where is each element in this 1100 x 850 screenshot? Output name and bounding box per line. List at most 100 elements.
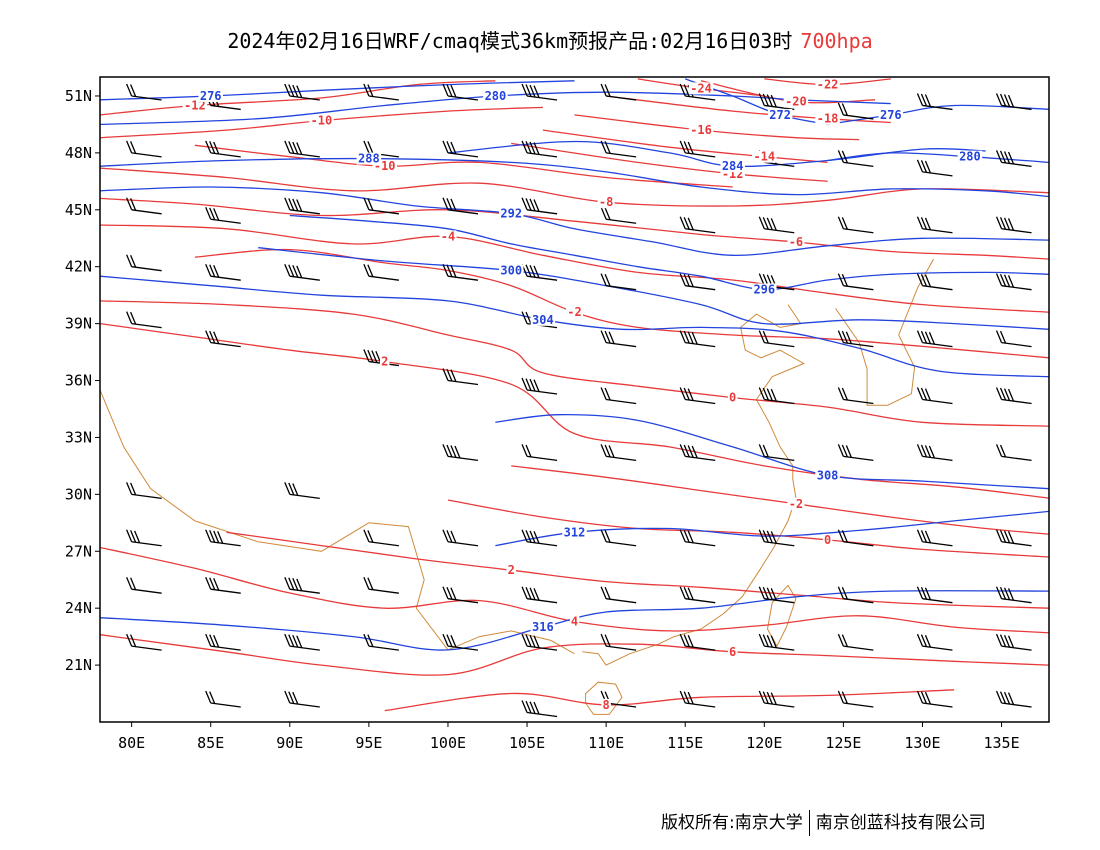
temperature-contour-label: 2 (381, 355, 388, 369)
wind-barb (758, 93, 795, 111)
temperature-contour-label-bg (569, 615, 580, 628)
wind-barb (363, 633, 399, 651)
height-contour-label-bg (878, 108, 904, 121)
height-contour-label-bg (483, 89, 508, 102)
lat-label: 27N (65, 542, 92, 560)
wind-barb (442, 263, 479, 281)
wind-barb (442, 368, 479, 386)
title-main: 2024年02月16日WRF/cmaq模式36km预报产品:02月16日03时 (227, 29, 793, 53)
wind-barb (837, 633, 874, 651)
wind-barb (758, 586, 795, 604)
height-contour-label: 288 (358, 152, 380, 166)
temperature-contour-label-bg (787, 497, 805, 510)
height-contour-label: 284 (722, 159, 744, 173)
temperature-contour (100, 224, 1049, 313)
lon-label: 95E (355, 734, 382, 752)
wind-barb (679, 690, 716, 708)
wind-barb (916, 586, 953, 604)
lat-label: 39N (65, 315, 92, 333)
temperature-contour-label: -14 (753, 150, 775, 164)
wind-barb (995, 586, 1032, 604)
height-contour (495, 413, 1049, 490)
wind-barb (916, 330, 953, 348)
lat-label: 24N (65, 599, 92, 617)
wind-barb (600, 586, 637, 604)
wind-barb (995, 633, 1032, 651)
wind-barb (126, 197, 162, 215)
height-contour-label-bg (562, 526, 587, 539)
wind-barb (442, 633, 479, 651)
wind-barb (916, 216, 953, 234)
temperature-contour-label-bg (506, 564, 516, 577)
wind-barb (205, 690, 241, 708)
height-contour (100, 186, 1049, 256)
height-contour (258, 247, 1049, 330)
temperature-contour-label-bg (601, 698, 611, 711)
taiwan-outline (766, 584, 797, 648)
temperature-contour-label-bg (815, 112, 840, 125)
coastline (582, 304, 805, 666)
wind-barb (679, 216, 716, 234)
temperature-contour-label-bg (309, 114, 334, 127)
wind-barb (126, 576, 162, 594)
lon-label: 120E (746, 734, 782, 752)
height-contour-label-bg (530, 313, 556, 326)
temperature-contour-label: -4 (441, 229, 455, 243)
wind-barb (600, 444, 637, 462)
wind-barb (837, 102, 874, 120)
wind-barb (442, 586, 479, 604)
wind-barb (837, 330, 874, 348)
height-contour-label-bg (957, 150, 983, 163)
wind-barb (995, 150, 1032, 168)
temperature-contour (511, 142, 828, 182)
height-contour-label-bg (752, 283, 777, 296)
wind-barb (995, 273, 1032, 291)
wind-barb (205, 140, 241, 158)
plot-area: -22-20-24-12-10 -18-16-14-12-10-8-6-4-202… (100, 78, 1049, 718)
wind-barb (916, 529, 953, 547)
temperature-contour (100, 300, 1049, 427)
temperature-contour-label-bg (597, 196, 615, 209)
lon-label: 115E (667, 734, 703, 752)
wind-barb (363, 263, 399, 281)
wind-barb (600, 529, 637, 547)
lat-label: 33N (65, 428, 92, 446)
wind-barb (284, 140, 320, 158)
height-contour-label: 296 (753, 282, 775, 296)
wind-barb (205, 633, 241, 651)
wind-barb (442, 83, 479, 101)
height-contour-label: 272 (769, 108, 791, 122)
lat-label: 42N (65, 258, 92, 276)
temperature-contour-label-bg (727, 391, 738, 404)
wind-barb (758, 216, 795, 234)
wind-barb (521, 140, 558, 158)
height-contour-label: 316 (532, 620, 554, 634)
wind-barb (521, 83, 558, 101)
height-contour-label-bg (767, 108, 793, 121)
wind-barb (205, 330, 241, 348)
wind-barb (521, 377, 558, 395)
temperature-contour-label-bg (379, 355, 390, 368)
wind-barb (758, 529, 795, 547)
temperature-contour-label: -2 (567, 305, 581, 319)
wind-barb (600, 83, 637, 101)
wind-barb (837, 529, 874, 547)
footer-divider (808, 810, 810, 836)
lon-label: 80E (118, 734, 145, 752)
temperature-contour-label: 0 (824, 533, 831, 547)
lon-label: 90E (276, 734, 303, 752)
height-contour-label: 276 (880, 108, 902, 122)
temperature-contour-label: -20 (785, 95, 807, 109)
wind-barb (995, 93, 1032, 111)
plot-frame (99, 76, 1050, 723)
wind-barb (126, 140, 162, 158)
wind-barb (363, 83, 399, 101)
height-contour-label-bg (198, 89, 223, 102)
wind-barb (363, 197, 399, 215)
height-contour-label-bg (498, 264, 524, 277)
temperature-contour-label: -6 (789, 235, 803, 249)
wind-barb (205, 207, 241, 224)
wind-barb (600, 207, 637, 224)
lon-label: 110E (588, 734, 624, 752)
temperature-contour-label: 0 (729, 391, 736, 405)
